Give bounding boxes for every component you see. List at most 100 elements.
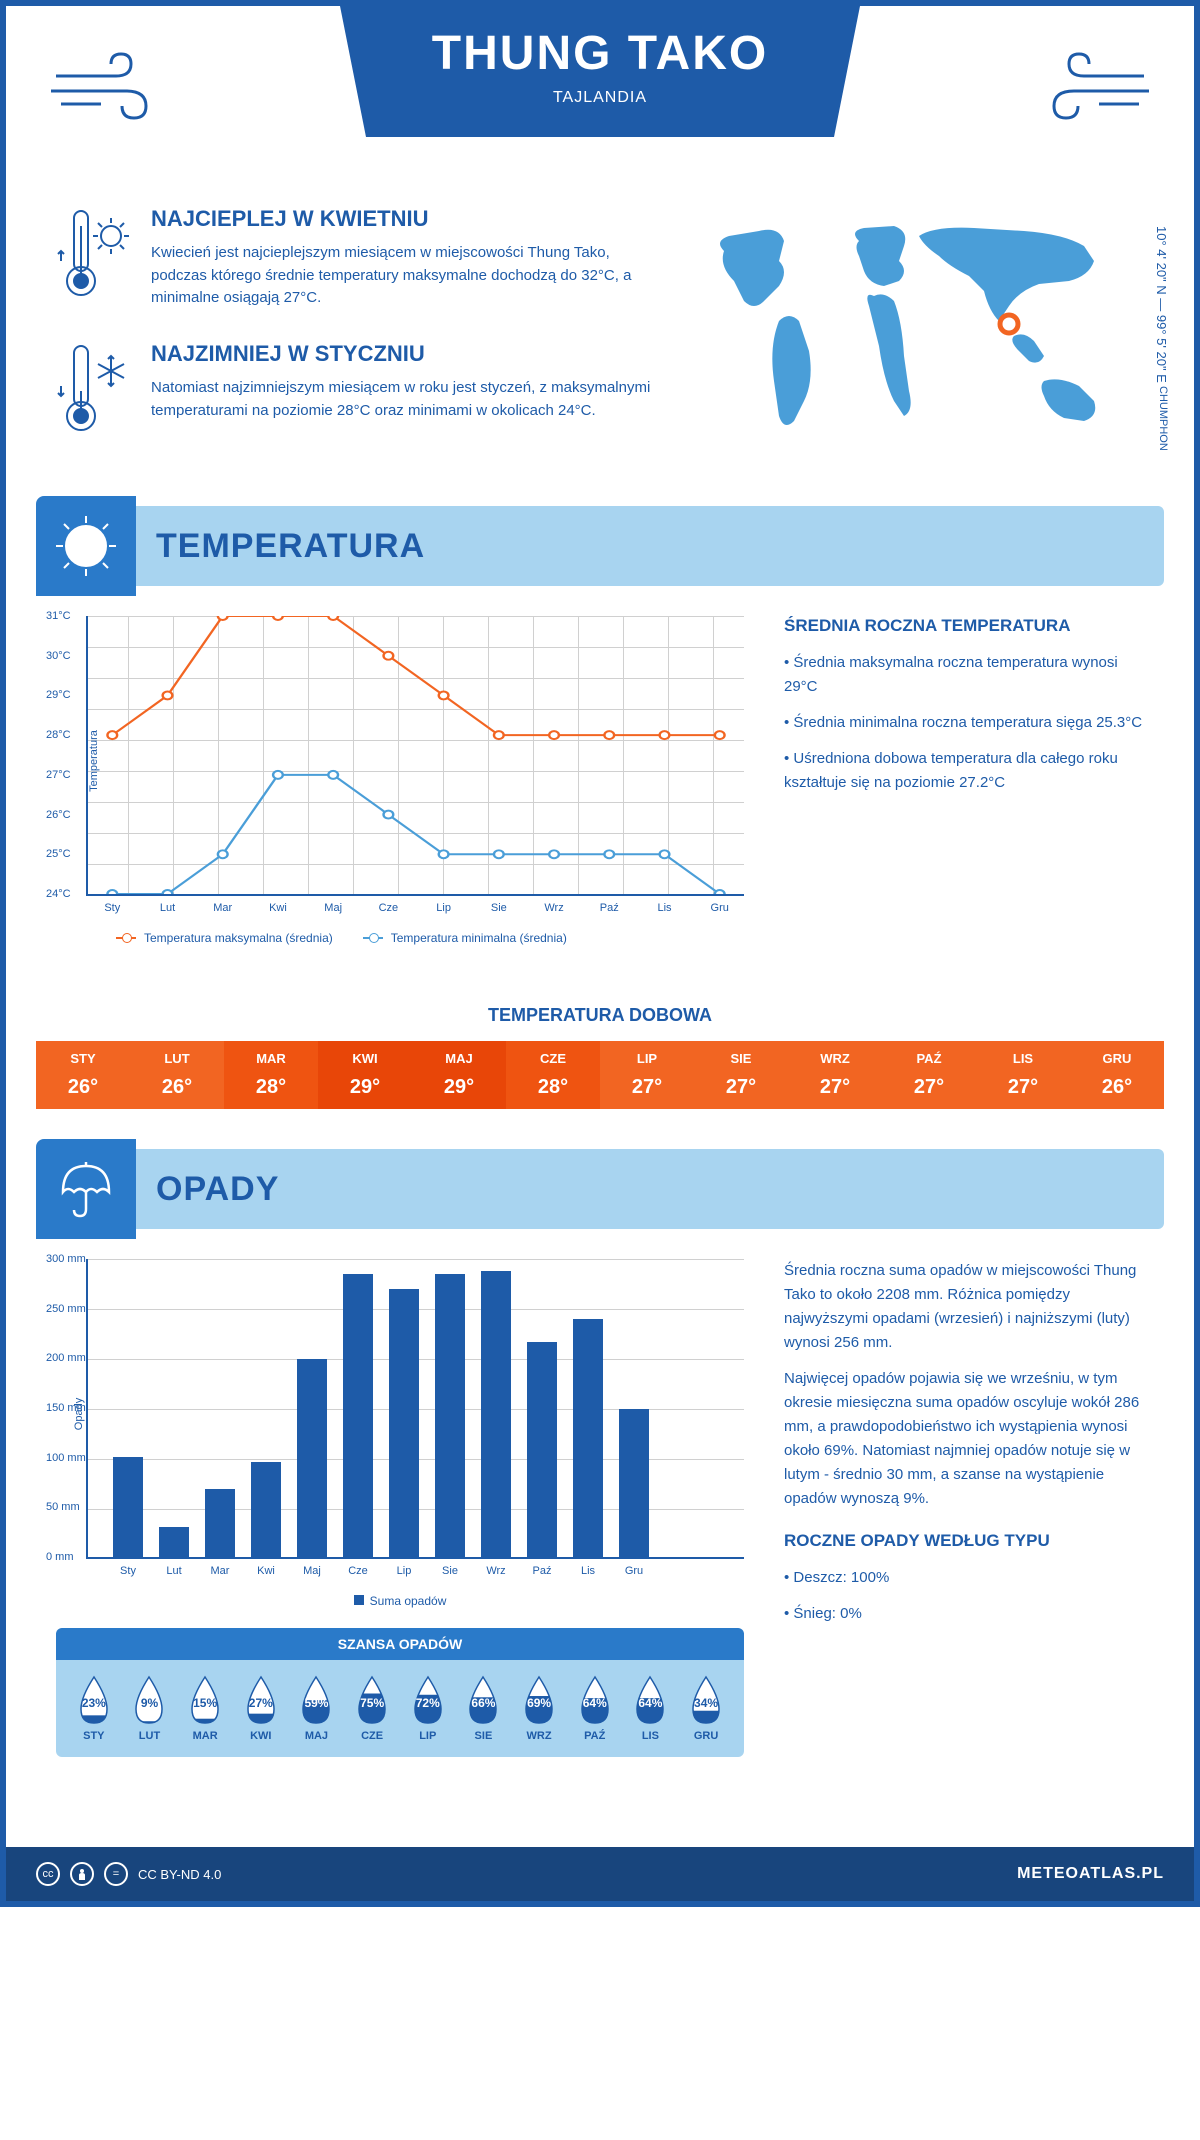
temp-cell: CZE28° (506, 1041, 600, 1109)
x-tick: Lis (657, 902, 671, 914)
temperature-line-chart: Temperatura 24°C25°C26°C27°C28°C29°C30°C… (86, 616, 744, 896)
daily-temp-title: TEMPERATURA DOBOWA (6, 1005, 1194, 1026)
y-tick: 29°C (46, 689, 71, 701)
temperature-title: TEMPERATURA (156, 527, 425, 566)
x-tick: Mar (211, 1565, 230, 1577)
temp-bullet: Średnia maksymalna roczna temperatura wy… (784, 651, 1144, 699)
x-tick: Cze (348, 1565, 368, 1577)
temperature-section-header: TEMPERATURA (36, 506, 1164, 586)
temp-cell: LUT26° (130, 1041, 224, 1109)
temp-bullet-list: Średnia maksymalna roczna temperatura wy… (784, 651, 1144, 795)
bar (481, 1271, 511, 1557)
temp-cell: WRZ27° (788, 1041, 882, 1109)
header: THUNG TAKO TAJLANDIA (6, 6, 1194, 206)
y-tick: 0 mm (46, 1551, 74, 1563)
bar (527, 1342, 557, 1557)
x-tick: Wrz (544, 902, 563, 914)
precipitation-section-header: OPADY (36, 1149, 1164, 1229)
bar (343, 1274, 373, 1557)
region-label: CHUMPHON (1157, 386, 1169, 451)
y-tick: 300 mm (46, 1253, 86, 1265)
coldest-block: NAJZIMNIEJ W STYCZNIU Natomiast najzimni… (56, 341, 654, 446)
x-tick: Kwi (257, 1565, 275, 1577)
x-tick: Sie (491, 902, 507, 914)
y-tick: 24°C (46, 888, 71, 900)
sun-icon (36, 496, 136, 596)
precipitation-bar-chart: Opady 0 mm50 mm100 mm150 mm200 mm250 mm3… (86, 1259, 744, 1559)
chance-drop: 72% LIP (409, 1675, 447, 1742)
chance-drop: 64% PAŹ (576, 1675, 614, 1742)
by-type-item: Śnieg: 0% (784, 1602, 1144, 1626)
chance-drop: 23% STY (75, 1675, 113, 1742)
bar (159, 1527, 189, 1557)
chance-drop: 9% LUT (130, 1675, 168, 1742)
y-tick: 31°C (46, 610, 71, 622)
footer-license: cc = CC BY-ND 4.0 (36, 1862, 221, 1886)
y-tick: 200 mm (46, 1352, 86, 1364)
bar (619, 1409, 649, 1557)
temp-cell: SIE27° (694, 1041, 788, 1109)
by-icon (70, 1862, 94, 1886)
bar (251, 1462, 281, 1557)
y-tick: 250 mm (46, 1303, 86, 1315)
x-tick: Gru (625, 1565, 643, 1577)
x-tick: Sty (120, 1565, 136, 1577)
temp-bullet: Średnia minimalna roczna temperatura się… (784, 711, 1144, 735)
title-banner: THUNG TAKO TAJLANDIA (340, 6, 860, 137)
chance-drop: 15% MAR (186, 1675, 224, 1742)
cc-icon: cc (36, 1862, 60, 1886)
x-tick: Lip (397, 1565, 412, 1577)
chance-drop: 27% KWI (242, 1675, 280, 1742)
chance-drop: 34% GRU (687, 1675, 725, 1742)
x-tick: Wrz (486, 1565, 505, 1577)
temperature-content: Temperatura 24°C25°C26°C27°C28°C29°C30°C… (6, 586, 1194, 975)
precipitation-chart-area: Opady 0 mm50 mm100 mm150 mm200 mm250 mm3… (56, 1259, 744, 1777)
x-tick: Paź (600, 902, 619, 914)
chance-body: 23% STY 9% LUT 15% MAR 27% KWI 59% MAJ (56, 1660, 744, 1757)
bar (573, 1319, 603, 1557)
x-tick: Lut (160, 902, 175, 914)
country-name: TAJLANDIA (340, 89, 860, 107)
y-tick: 150 mm (46, 1402, 86, 1414)
temp-legend: Temperatura maksymalna (średnia) Tempera… (116, 931, 744, 945)
x-tick: Lis (581, 1565, 595, 1577)
temperature-side-text: ŚREDNIA ROCZNA TEMPERATURA Średnia maksy… (784, 616, 1144, 945)
wind-icon (46, 46, 166, 131)
bar (389, 1289, 419, 1557)
intro-text-column: NAJCIEPLEJ W KWIETNIU Kwiecień jest najc… (56, 206, 654, 476)
chance-title: SZANSA OPADÓW (56, 1628, 744, 1660)
precipitation-side-text: Średnia roczna suma opadów w miejscowośc… (784, 1259, 1144, 1777)
precipitation-title: OPADY (156, 1170, 279, 1209)
map-column: 10° 4' 20" N — 99° 5' 20" E CHUMPHON (684, 206, 1144, 476)
thermometer-cold-icon (56, 341, 136, 446)
chance-drop: 64% LIS (631, 1675, 669, 1742)
wind-icon (1034, 46, 1154, 131)
temp-cell: KWI29° (318, 1041, 412, 1109)
warmest-title: NAJCIEPLEJ W KWIETNIU (151, 206, 654, 232)
daily-temp-strip: STY26°LUT26°MAR28°KWI29°MAJ29°CZE28°LIP2… (36, 1041, 1164, 1109)
temp-cell: LIP27° (600, 1041, 694, 1109)
coldest-title: NAJZIMNIEJ W STYCZNIU (151, 341, 654, 367)
nd-icon: = (104, 1862, 128, 1886)
temp-cell: MAR28° (224, 1041, 318, 1109)
by-type-item: Deszcz: 100% (784, 1566, 1144, 1590)
bar (113, 1457, 143, 1557)
chance-drop: 69% WRZ (520, 1675, 558, 1742)
temp-cell: PAŹ27° (882, 1041, 976, 1109)
world-map (684, 206, 1144, 466)
warmest-text: Kwiecień jest najcieplejszym miesiącem w… (151, 242, 654, 310)
temp-cell: MAJ29° (412, 1041, 506, 1109)
temp-side-title: ŚREDNIA ROCZNA TEMPERATURA (784, 616, 1144, 636)
y-tick: 27°C (46, 769, 71, 781)
footer-site: METEOATLAS.PL (1017, 1865, 1164, 1883)
x-tick: Lut (166, 1565, 181, 1577)
bar (435, 1274, 465, 1557)
coordinates: 10° 4' 20" N — 99° 5' 20" E (1154, 226, 1169, 383)
precip-paragraph: Średnia roczna suma opadów w miejscowośc… (784, 1259, 1144, 1355)
chance-drop: 59% MAJ (297, 1675, 335, 1742)
y-tick: 25°C (46, 848, 71, 860)
y-tick: 50 mm (46, 1501, 80, 1513)
by-type-list: Deszcz: 100% Śnieg: 0% (784, 1566, 1144, 1626)
x-tick: Mar (213, 902, 232, 914)
precip-legend: Suma opadów (56, 1594, 744, 1608)
